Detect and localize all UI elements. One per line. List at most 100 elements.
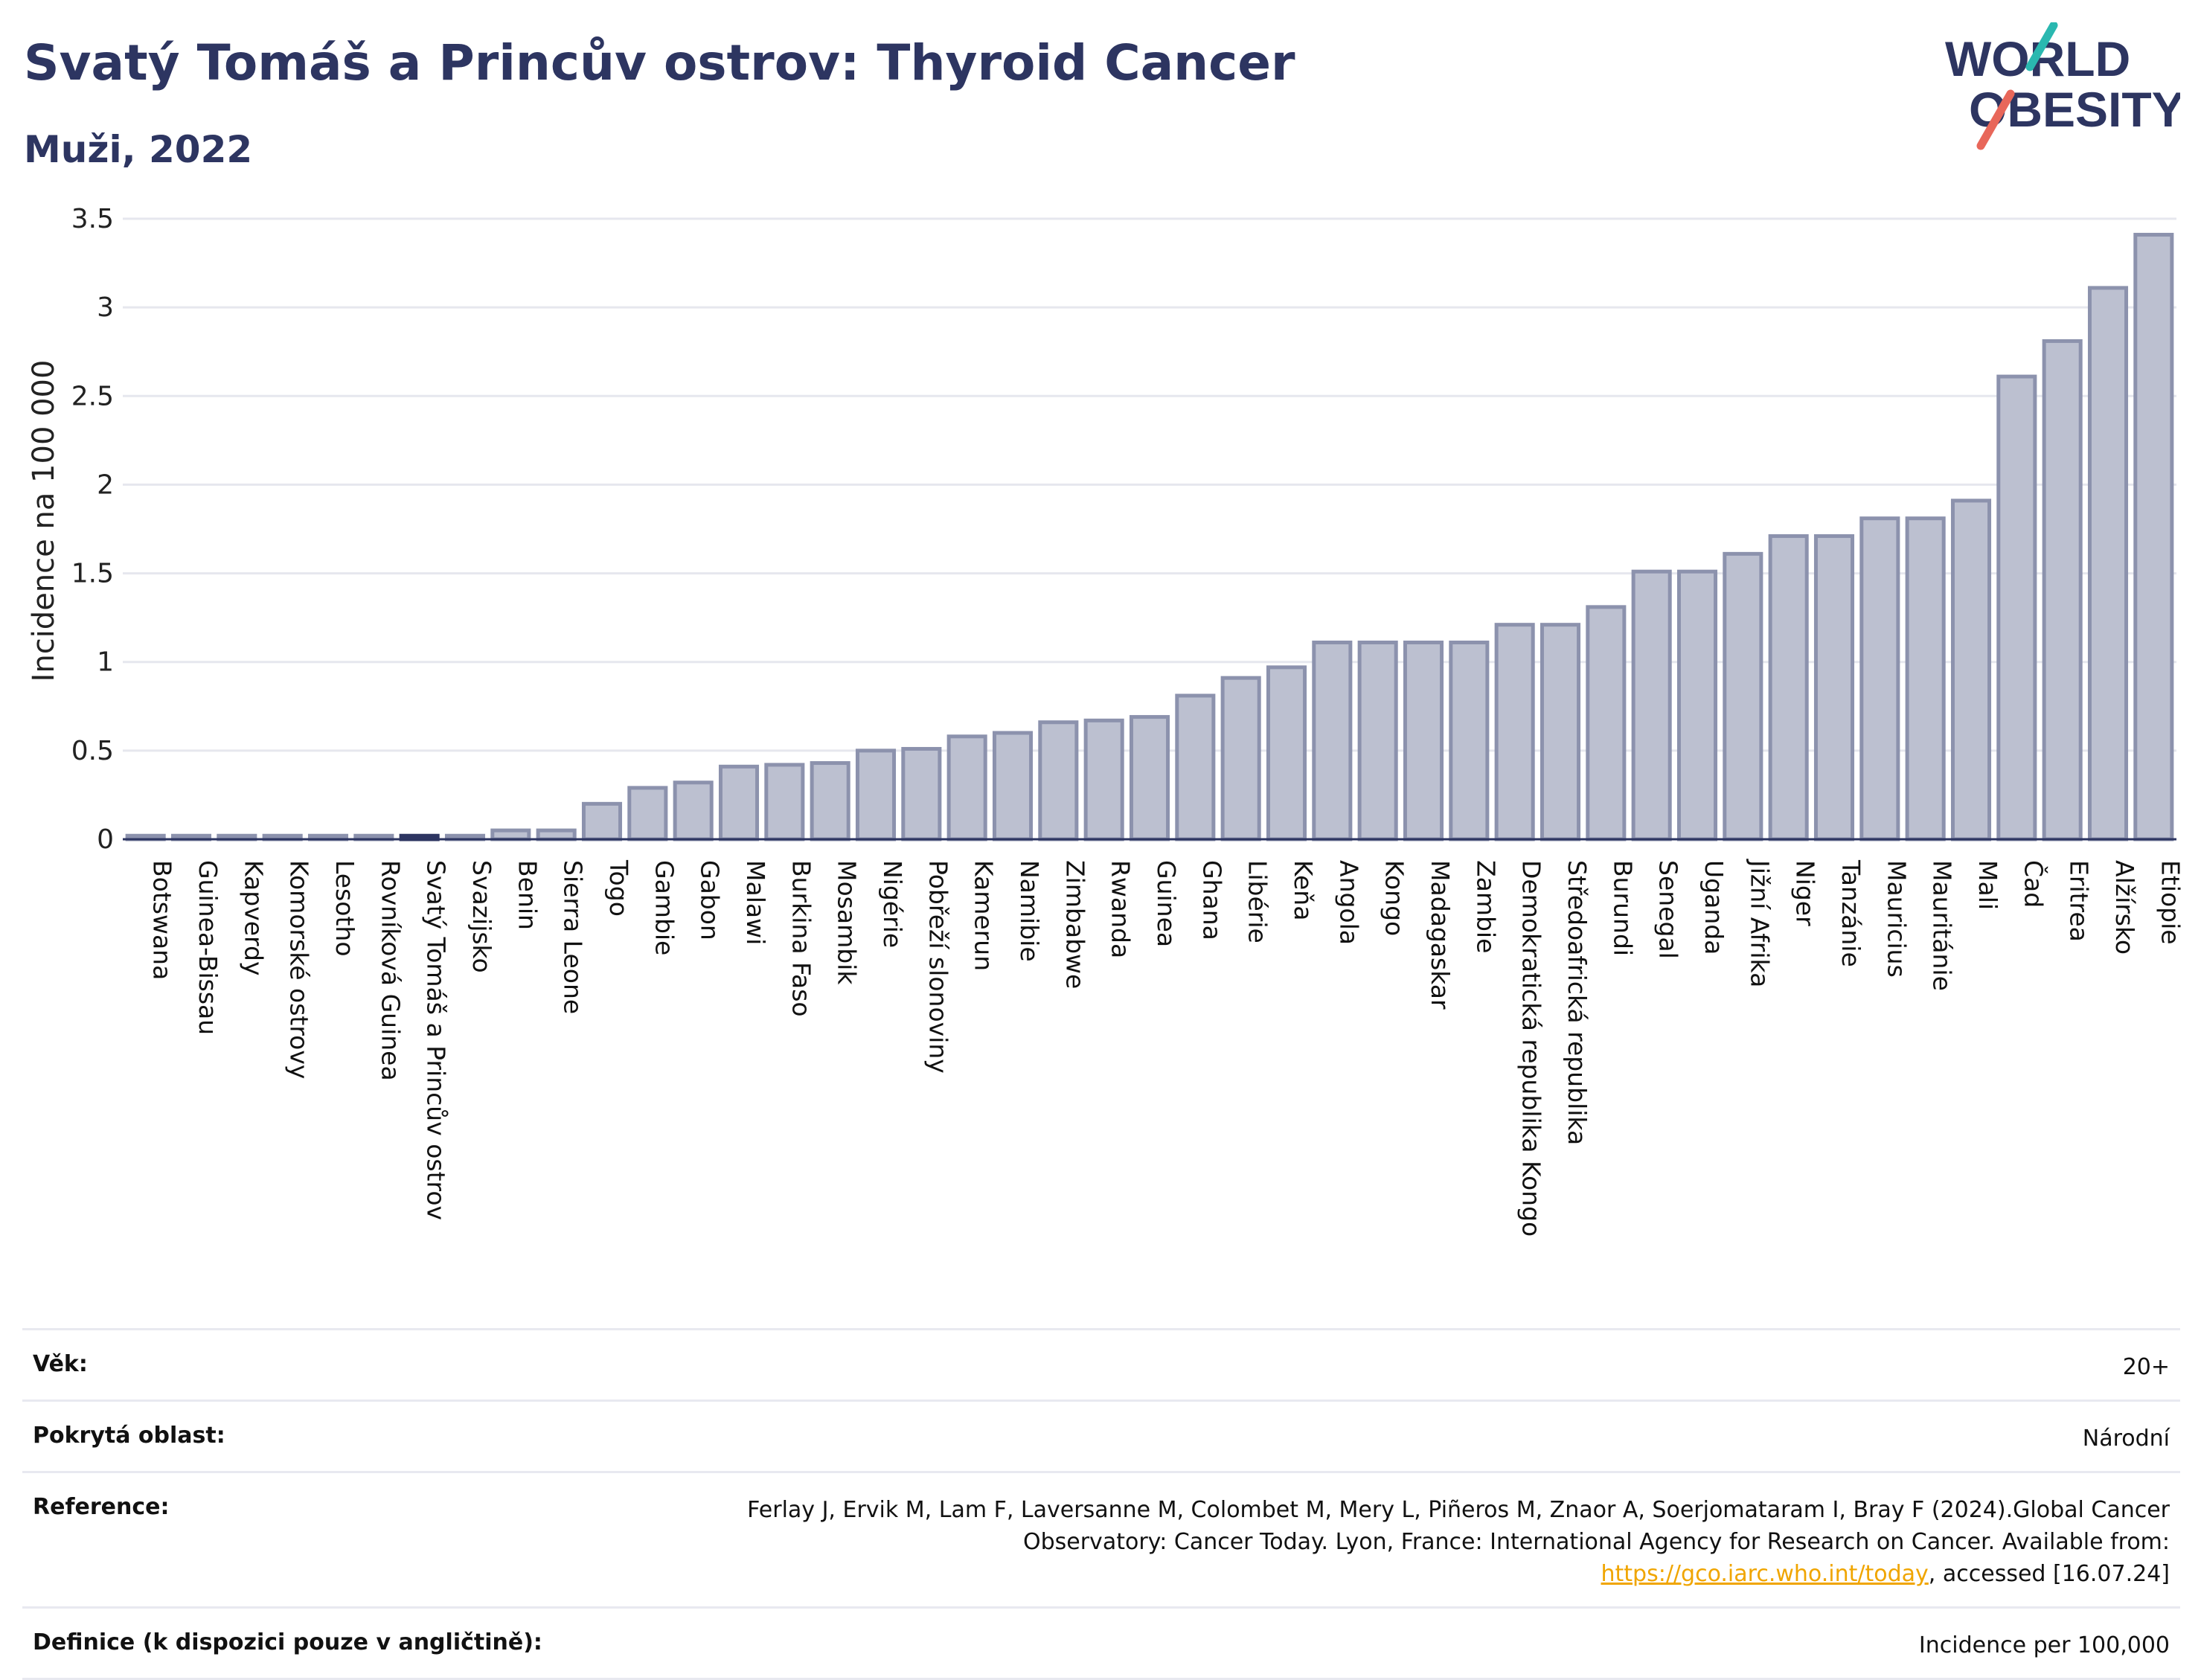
x-tick-label: Eritrea <box>2065 860 2094 942</box>
info-row-age: Věk: 20+ <box>22 1328 2180 1400</box>
bar[interactable] <box>1175 693 1216 841</box>
reference-link[interactable]: https://gco.iarc.who.int/today <box>1601 1561 1929 1587</box>
bar[interactable] <box>1723 551 1763 841</box>
x-tick-label: Niger <box>1791 860 1820 926</box>
y-tick-label: 0 <box>97 824 114 855</box>
x-tick-label: Senegal <box>1654 860 1683 959</box>
x-tick-label: Malawi <box>741 860 770 945</box>
x-tick-label: Keňa <box>1289 860 1318 920</box>
x-tick-label: Burkina Faso <box>786 860 816 1017</box>
x-tick-label: Libérie <box>1243 860 1272 943</box>
bar[interactable] <box>1905 516 1946 841</box>
x-tick-label: Sierra Leone <box>559 860 588 1014</box>
bar[interactable] <box>1859 516 1900 841</box>
y-tick-label: 3 <box>97 292 114 323</box>
x-tick-label: Alžírsko <box>2110 860 2139 955</box>
x-tick-label: Guinea-Bissau <box>193 860 222 1035</box>
y-tick-label: 1.5 <box>71 559 114 589</box>
bar[interactable] <box>2133 232 2174 841</box>
bar[interactable] <box>1494 623 1535 841</box>
bar[interactable] <box>1768 534 1809 841</box>
age-label: Věk: <box>33 1351 88 1377</box>
bar[interactable] <box>1631 569 1672 841</box>
bar[interactable] <box>490 828 531 841</box>
y-tick-label: 3.5 <box>71 204 114 234</box>
x-tick-label: Mali <box>1973 860 2002 910</box>
bar[interactable] <box>1586 605 1627 841</box>
bar[interactable] <box>1540 623 1581 841</box>
bar[interactable] <box>1038 720 1079 841</box>
info-table: Věk: 20+ Pokrytá oblast: Národní Referen… <box>22 1328 2180 1680</box>
bar[interactable] <box>673 780 714 841</box>
x-tick-label: Svazijsko <box>467 860 496 973</box>
info-row-definition: Definice (k dispozici pouze v angličtině… <box>22 1606 2180 1680</box>
reference-label: Reference: <box>33 1494 170 1520</box>
reference-tail: , accessed [16.07.24] <box>1928 1561 2170 1587</box>
chart-title: Svatý Tomáš a Princův ostrov: Thyroid Ca… <box>24 34 1295 92</box>
y-tick-label: 2.5 <box>71 381 114 411</box>
x-tick-label: Nigérie <box>878 860 907 948</box>
x-tick-label: Guinea <box>1152 860 1181 947</box>
bar[interactable] <box>1083 718 1124 841</box>
y-tick-label: 1 <box>97 647 114 678</box>
definition-value: Incidence per 100,000 <box>1918 1632 2170 1658</box>
x-tick-label: Kapverdy <box>239 860 268 976</box>
x-tick-label: Zambie <box>1471 860 1500 953</box>
bar[interactable] <box>2087 286 2129 841</box>
x-tick-label: Namibie <box>1015 860 1044 962</box>
bar[interactable] <box>581 801 623 841</box>
logo-slash-red <box>1976 89 2015 150</box>
x-tick-label: Uganda <box>1699 860 1729 955</box>
x-tick-label: Mosambik <box>833 860 862 985</box>
x-tick-label: Ghana <box>1197 860 1226 940</box>
bar[interactable] <box>1312 641 1353 841</box>
y-tick-label: 2 <box>97 469 114 500</box>
bar[interactable] <box>1403 641 1444 841</box>
bar[interactable] <box>810 761 850 841</box>
bar[interactable] <box>1449 641 1490 841</box>
y-axis-label: Incidence na 100 000 <box>27 360 61 682</box>
x-tick-label: Zimbabwe <box>1060 860 1089 989</box>
bar[interactable] <box>901 746 942 841</box>
bars <box>125 232 2174 841</box>
x-tick-label: Čad <box>2019 860 2048 908</box>
bar[interactable] <box>1357 641 1398 841</box>
x-tick-label: Togo <box>604 859 633 917</box>
area-label: Pokrytá oblast: <box>33 1423 225 1449</box>
x-tick-label: Burundi <box>1608 860 1637 956</box>
x-tick-label: Mauritánie <box>1928 860 1957 991</box>
x-tick-label: Středoafrická republika <box>1563 860 1592 1145</box>
bar[interactable] <box>1129 715 1170 841</box>
bar[interactable] <box>1266 665 1307 841</box>
bar[interactable] <box>764 763 805 841</box>
bar[interactable] <box>627 786 668 841</box>
x-tick-label: Rwanda <box>1106 860 1135 958</box>
bar[interactable] <box>718 764 760 841</box>
x-tick-label: Demokratická republika Kongo <box>1517 860 1546 1237</box>
chart-subtitle: Muži, 2022 <box>24 128 253 171</box>
bar[interactable] <box>1676 569 1718 841</box>
world-obesity-logo: WORLD OBESITY <box>1945 22 2180 150</box>
bar[interactable] <box>1813 534 1855 841</box>
x-tick-label: Jižní Afrika <box>1745 859 1774 987</box>
bar[interactable] <box>946 734 987 841</box>
x-tick-labels: Botswana Guinea-Bissau Kapverdy Komorské os… <box>148 859 2185 1237</box>
x-tick-label: Tanzánie <box>1836 859 1865 967</box>
bar[interactable] <box>1220 676 1261 841</box>
reference-value: Ferlay J, Ervik M, Lam F, Laversanne M, … <box>682 1494 2170 1590</box>
info-row-area: Pokrytá oblast: Národní <box>22 1400 2180 1471</box>
x-tick-label: Angola <box>1334 860 1363 945</box>
x-tick-label: Rovníková Guinea <box>376 860 405 1081</box>
bar[interactable] <box>1950 498 1992 841</box>
bar[interactable] <box>536 828 577 841</box>
age-value: 20+ <box>2122 1354 2170 1380</box>
y-tick-labels: 0 0.5 1 1.5 2 2.5 3 3.5 <box>71 204 114 855</box>
x-tick-label: Mauricius <box>1882 860 1911 978</box>
bar[interactable] <box>992 731 1034 841</box>
bar[interactable] <box>2042 339 2083 841</box>
x-tick-label: Etiopie <box>2156 860 2185 945</box>
x-tick-label: Pobřeží slonoviny <box>923 860 952 1074</box>
bar[interactable] <box>855 748 897 841</box>
bar[interactable] <box>1996 374 2037 841</box>
x-tick-label: Benin <box>513 860 542 930</box>
